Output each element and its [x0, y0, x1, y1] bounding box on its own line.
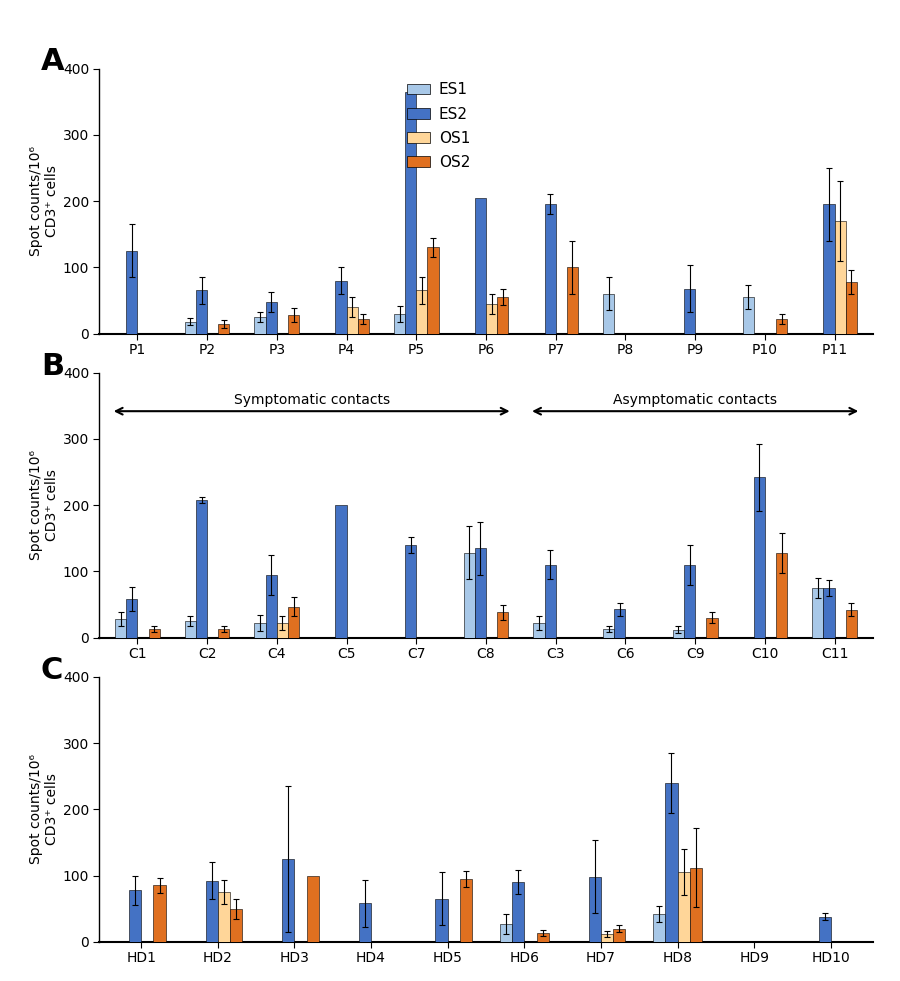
Bar — [218, 629, 230, 638]
Bar — [359, 904, 371, 942]
Y-axis label: Spot counts/10⁶
CD3⁺ cells: Spot counts/10⁶ CD3⁺ cells — [29, 450, 58, 560]
Bar — [824, 588, 834, 638]
Bar — [846, 282, 857, 334]
Bar — [126, 251, 138, 334]
Bar — [266, 575, 277, 638]
Bar — [336, 505, 346, 638]
Bar — [218, 892, 230, 942]
Bar — [346, 307, 357, 334]
Bar — [184, 322, 196, 334]
Bar — [475, 198, 486, 334]
Bar — [544, 565, 555, 638]
Bar — [205, 881, 218, 942]
Bar — [497, 612, 508, 638]
Bar — [405, 545, 417, 638]
Bar — [834, 221, 846, 334]
Bar — [613, 928, 626, 942]
Bar — [603, 293, 615, 334]
Bar — [184, 621, 196, 638]
Bar — [567, 267, 578, 334]
Bar — [534, 623, 544, 638]
Bar — [536, 933, 549, 942]
Bar — [148, 629, 159, 638]
Bar — [428, 247, 438, 334]
Bar — [394, 314, 405, 334]
Bar — [126, 599, 138, 638]
Bar — [417, 290, 428, 334]
Text: C: C — [41, 655, 63, 685]
Bar — [218, 325, 230, 334]
Bar — [706, 618, 717, 638]
Y-axis label: Spot counts/10⁶
CD3⁺ cells: Spot counts/10⁶ CD3⁺ cells — [29, 754, 58, 864]
Bar — [255, 317, 266, 334]
Bar — [603, 629, 615, 638]
Bar — [475, 548, 486, 638]
Bar — [754, 478, 765, 638]
Bar — [665, 783, 678, 942]
Bar — [544, 204, 555, 334]
Bar — [196, 290, 207, 334]
Bar — [673, 630, 684, 638]
Bar — [153, 886, 166, 942]
Bar — [277, 623, 288, 638]
Legend: ES1, ES2, OS1, OS2: ES1, ES2, OS1, OS2 — [400, 77, 476, 176]
Bar — [464, 553, 475, 638]
Text: Symptomatic contacts: Symptomatic contacts — [234, 393, 390, 407]
Bar — [255, 623, 266, 638]
Bar — [776, 553, 788, 638]
Bar — [307, 875, 319, 942]
Bar — [288, 606, 299, 638]
Bar — [742, 297, 754, 334]
Bar — [500, 924, 512, 942]
Bar — [230, 908, 242, 942]
Bar — [776, 319, 788, 334]
Text: B: B — [41, 351, 64, 381]
Bar — [589, 877, 601, 942]
Bar — [615, 609, 626, 638]
Text: A: A — [41, 47, 65, 77]
Bar — [653, 914, 665, 942]
Text: Asymptomatic contacts: Asymptomatic contacts — [613, 393, 778, 407]
Bar — [115, 619, 126, 638]
Bar — [336, 281, 346, 334]
Bar — [405, 92, 417, 334]
Bar — [819, 916, 831, 942]
Bar — [512, 882, 525, 942]
Bar — [497, 297, 508, 334]
Bar — [129, 890, 141, 942]
Bar — [846, 610, 857, 638]
Bar — [824, 204, 834, 334]
Bar — [283, 859, 294, 942]
Bar — [601, 934, 613, 942]
Bar — [684, 565, 695, 638]
Bar — [357, 319, 369, 334]
Bar — [813, 588, 824, 638]
Bar — [436, 899, 447, 942]
Bar — [288, 315, 299, 334]
Bar — [266, 302, 277, 334]
Bar — [689, 867, 702, 942]
Bar — [460, 879, 473, 942]
Bar — [678, 872, 689, 942]
Bar — [486, 304, 497, 334]
Bar — [684, 288, 695, 334]
Bar — [196, 500, 207, 638]
Y-axis label: Spot counts/10⁶
CD3⁺ cells: Spot counts/10⁶ CD3⁺ cells — [29, 146, 58, 256]
